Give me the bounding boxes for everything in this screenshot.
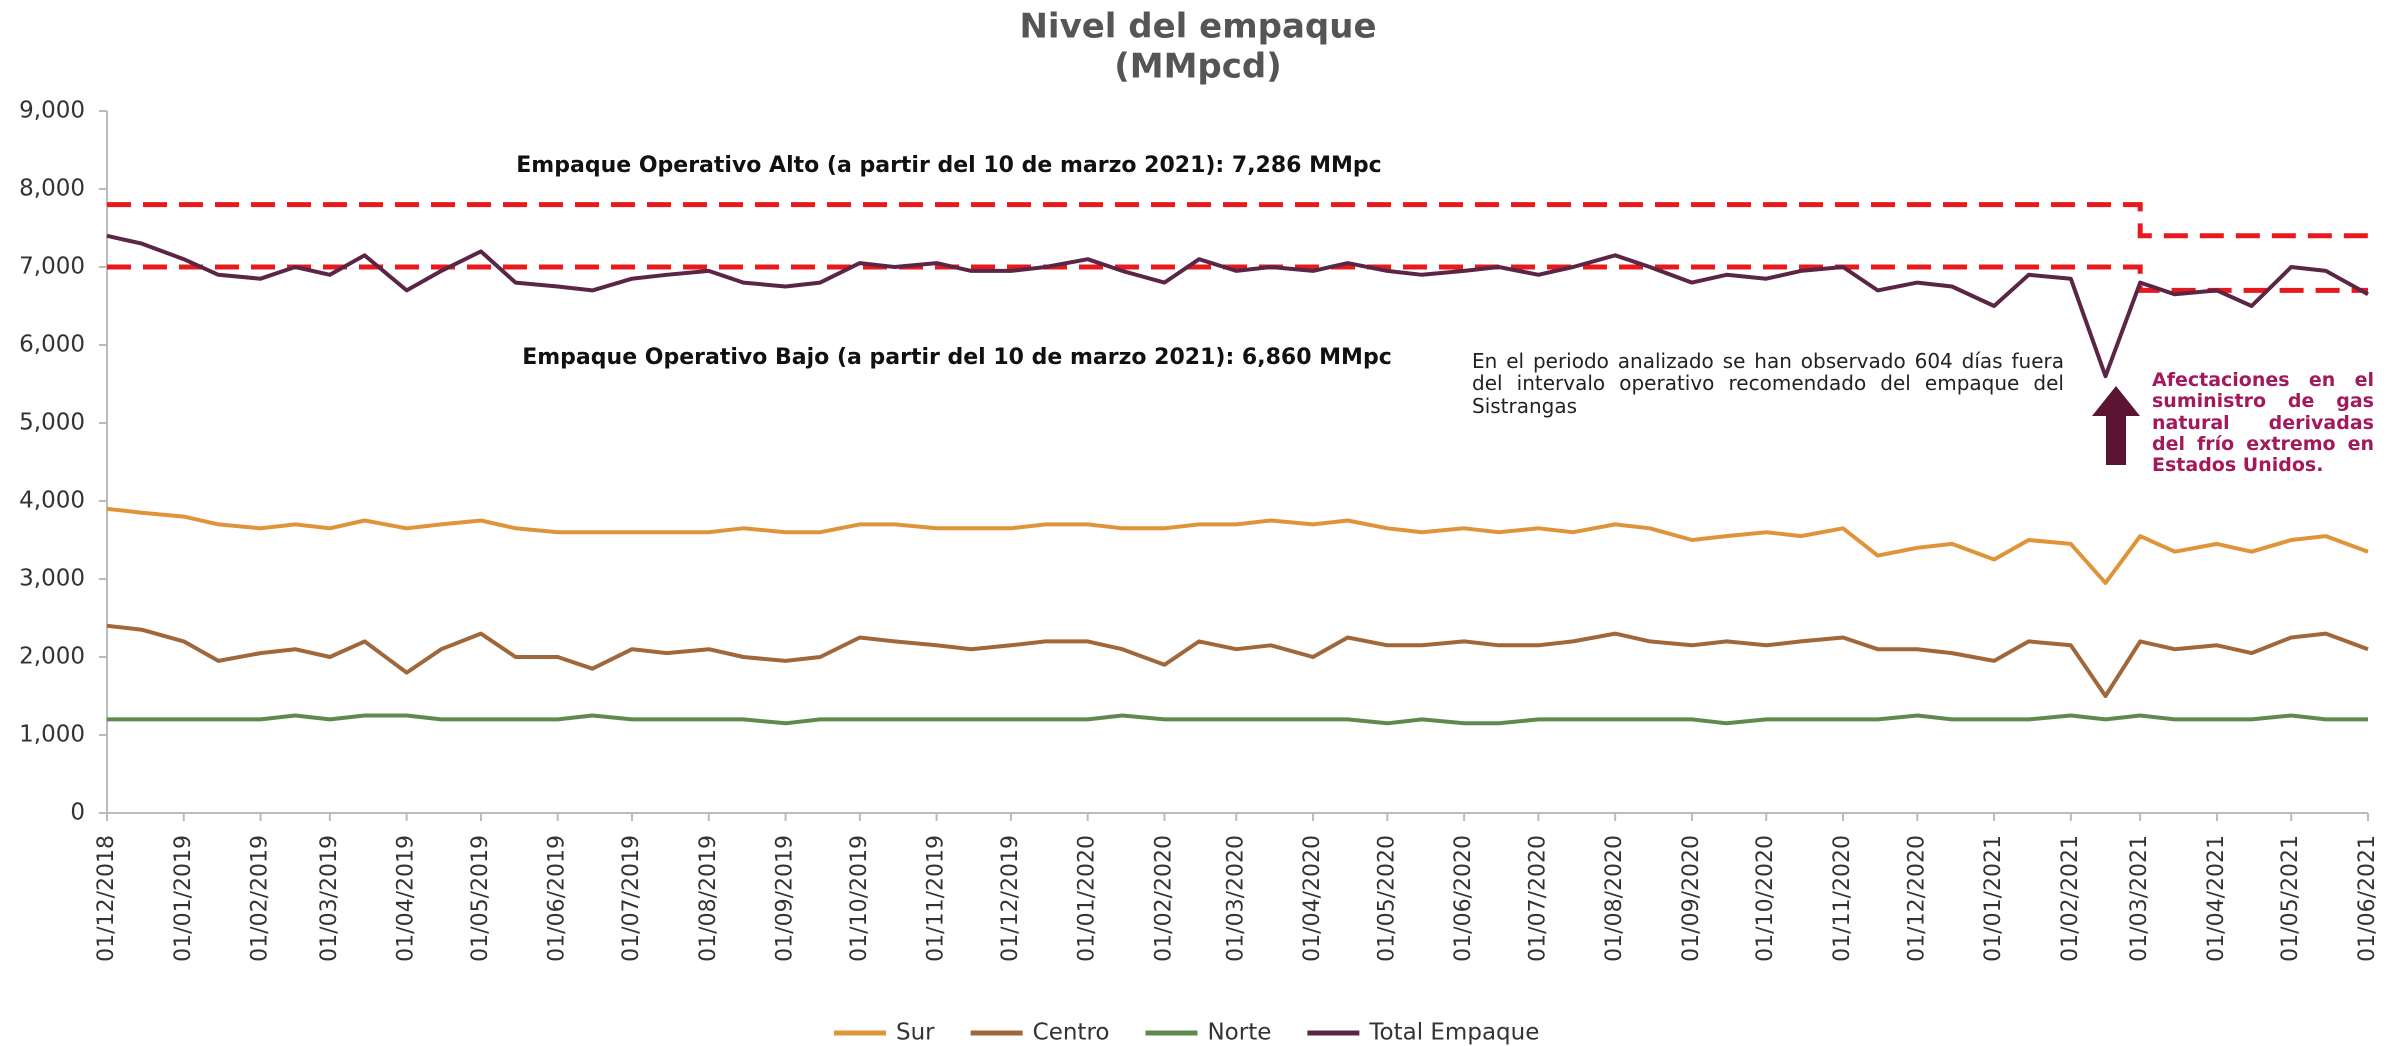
x-tick-label: 01/08/2019 xyxy=(696,835,721,962)
x-tick-label: 01/04/2020 xyxy=(1300,835,1325,962)
x-tick-label: 01/01/2021 xyxy=(1981,835,2006,962)
x-tick-label: 01/11/2019 xyxy=(924,835,949,962)
x-tick-label: 01/03/2020 xyxy=(1223,835,1248,962)
chart: Nivel del empaque (MMpcd) Empaque Operat… xyxy=(0,0,2392,1046)
x-tick-label: 01/09/2019 xyxy=(773,835,798,962)
chart-title: Nivel del empaque xyxy=(1019,7,1376,47)
page: {"chart_data": {"type": "line", "title":… xyxy=(0,0,2392,1046)
y-tick-label: 4,000 xyxy=(19,488,85,514)
y-tick-label: 6,000 xyxy=(19,332,85,358)
y-tick-label: 1,000 xyxy=(19,722,85,748)
x-tick-label: 01/10/2019 xyxy=(847,835,872,962)
x-tick-label: 01/07/2019 xyxy=(619,835,644,962)
x-tick-label: 01/12/2018 xyxy=(94,835,119,962)
y-tick-label: 3,000 xyxy=(19,566,85,592)
legend-label: Norte xyxy=(1207,1020,1271,1046)
y-tick-label: 5,000 xyxy=(19,410,85,436)
x-tick-label: 01/05/2020 xyxy=(1374,835,1399,962)
arrow xyxy=(2092,386,2140,465)
x-tick-label: 01/02/2020 xyxy=(1151,835,1176,962)
x-tick-label: 01/10/2020 xyxy=(1753,835,1778,962)
series-line xyxy=(107,716,2368,724)
x-tick-label: 01/11/2020 xyxy=(1830,835,1855,962)
x-tick-label: 01/02/2021 xyxy=(2058,835,2083,962)
event-note: Afectaciones en el suministro de gas nat… xyxy=(2152,370,2374,476)
legend-label: Sur xyxy=(896,1020,935,1046)
x-tick-label: 01/05/2021 xyxy=(2278,835,2303,962)
x-tick-label: 01/03/2019 xyxy=(317,835,342,962)
x-tick-label: 01/01/2019 xyxy=(171,835,196,962)
x-tick-label: 01/12/2019 xyxy=(998,835,1023,962)
legend-label: Total Empaque xyxy=(1368,1020,1539,1046)
x-tick-label: 01/07/2020 xyxy=(1525,835,1550,962)
legend-label: Centro xyxy=(1033,1020,1110,1046)
x-tick-label: 01/06/2021 xyxy=(2355,835,2380,962)
chart-subtitle: (MMpcd) xyxy=(1114,47,1282,87)
y-tick-label: 0 xyxy=(70,800,85,826)
x-tick-label: 01/06/2020 xyxy=(1451,835,1476,962)
x-tick-label: 01/12/2020 xyxy=(1904,835,1929,962)
y-tick-label: 2,000 xyxy=(19,644,85,670)
y-tick-label: 9,000 xyxy=(19,98,85,124)
series-line xyxy=(107,626,2368,696)
x-tick-label: 01/06/2019 xyxy=(545,835,570,962)
x-tick-label: 01/08/2020 xyxy=(1602,835,1627,962)
reference-line xyxy=(107,205,2368,236)
x-tick-label: 01/05/2019 xyxy=(468,835,493,962)
y-tick-label: 7,000 xyxy=(19,254,85,280)
series-line xyxy=(107,509,2368,583)
y-tick-label: 8,000 xyxy=(19,176,85,202)
x-tick-label: 01/04/2019 xyxy=(394,835,419,962)
note: En el periodo analizado se han observado… xyxy=(1472,350,2064,417)
x-tick-label: 01/02/2019 xyxy=(248,835,273,962)
x-tick-label: 01/09/2020 xyxy=(1679,835,1704,962)
annotation-lower: Empaque Operativo Bajo (a partir del 10 … xyxy=(522,345,1392,370)
annotation-upper: Empaque Operativo Alto (a partir del 10 … xyxy=(516,153,1381,178)
x-tick-label: 01/04/2021 xyxy=(2204,835,2229,962)
x-tick-label: 01/01/2020 xyxy=(1075,835,1100,962)
x-tick-label: 01/03/2021 xyxy=(2127,835,2152,962)
